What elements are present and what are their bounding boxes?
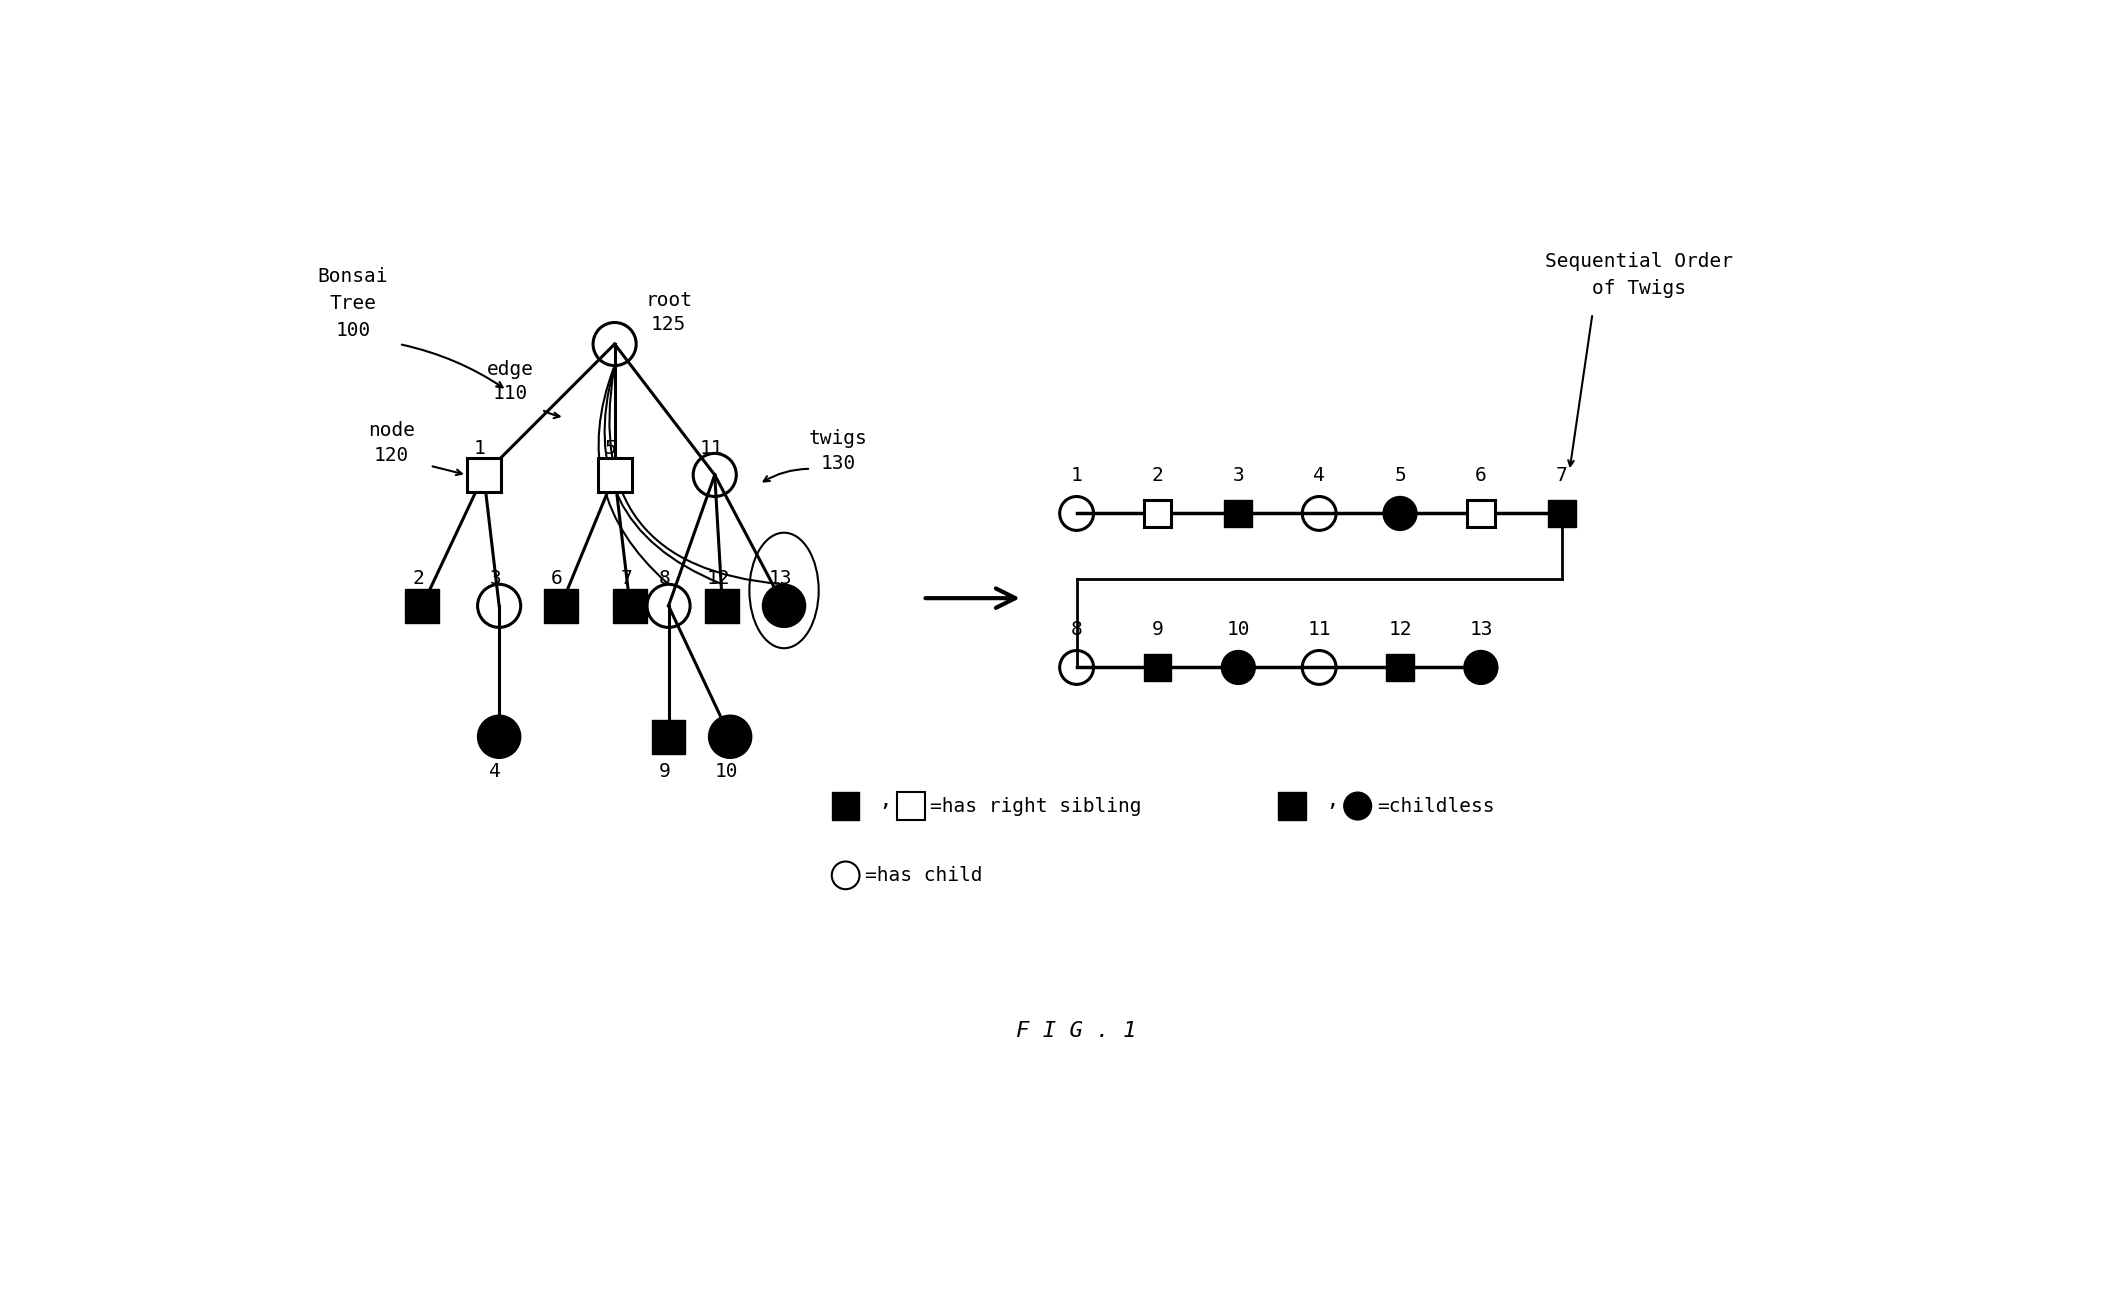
Text: 5: 5 <box>606 439 616 457</box>
Text: 1: 1 <box>1070 466 1083 486</box>
Text: twigs: twigs <box>808 429 866 448</box>
Circle shape <box>477 715 522 759</box>
Bar <box>705 589 740 623</box>
Circle shape <box>1464 650 1497 684</box>
Bar <box>1386 654 1413 681</box>
Text: Sequential Order: Sequential Order <box>1546 253 1733 271</box>
Text: 13: 13 <box>1470 620 1493 640</box>
Text: =has right sibling: =has right sibling <box>930 796 1142 816</box>
Text: =childless: =childless <box>1377 796 1495 816</box>
Text: F I G . 1: F I G . 1 <box>1016 1020 1138 1041</box>
Text: 2: 2 <box>412 570 425 588</box>
Bar <box>652 720 686 754</box>
Text: 1: 1 <box>473 439 486 457</box>
Bar <box>467 458 501 492</box>
Text: 11: 11 <box>698 439 723 457</box>
Text: 3: 3 <box>1232 466 1245 486</box>
Text: 12: 12 <box>1388 620 1411 640</box>
Text: node: node <box>368 421 414 440</box>
Bar <box>833 793 860 820</box>
Text: 10: 10 <box>1226 620 1249 640</box>
Bar <box>545 589 578 623</box>
Text: 8: 8 <box>1070 620 1083 640</box>
Bar <box>1224 500 1251 527</box>
Bar <box>597 458 631 492</box>
Text: 12: 12 <box>707 570 730 588</box>
Text: 5: 5 <box>1394 466 1407 486</box>
Text: edge: edge <box>488 360 534 379</box>
Circle shape <box>709 715 751 759</box>
Text: 10: 10 <box>715 761 738 781</box>
Text: Tree: Tree <box>330 294 376 313</box>
Bar <box>614 589 648 623</box>
Text: 11: 11 <box>1308 620 1331 640</box>
Bar <box>1468 500 1495 527</box>
Bar <box>1144 500 1171 527</box>
Text: ,: , <box>1314 790 1340 811</box>
Text: 125: 125 <box>652 315 686 334</box>
Bar <box>898 793 925 820</box>
Text: 100: 100 <box>334 321 370 341</box>
Text: ,: , <box>866 790 892 811</box>
Text: 3: 3 <box>490 570 501 588</box>
Text: 13: 13 <box>768 570 793 588</box>
Text: 2: 2 <box>1152 466 1163 486</box>
Text: 4: 4 <box>490 761 501 781</box>
Bar <box>1144 654 1171 681</box>
Text: 7: 7 <box>1556 466 1567 486</box>
Text: =has child: =has child <box>864 866 982 884</box>
Bar <box>1548 500 1575 527</box>
Text: of Twigs: of Twigs <box>1592 278 1687 298</box>
Bar <box>1279 793 1306 820</box>
Circle shape <box>1344 793 1371 820</box>
Circle shape <box>1384 496 1417 531</box>
Text: 9: 9 <box>658 761 671 781</box>
Text: 110: 110 <box>492 385 528 404</box>
Text: 4: 4 <box>1312 466 1325 486</box>
Text: root: root <box>646 290 692 310</box>
Text: 8: 8 <box>658 570 671 588</box>
Circle shape <box>763 584 805 627</box>
Text: 6: 6 <box>1474 466 1487 486</box>
Text: 9: 9 <box>1152 620 1163 640</box>
Text: Bonsai: Bonsai <box>318 268 389 286</box>
Text: 120: 120 <box>374 445 408 465</box>
Text: 130: 130 <box>820 453 856 473</box>
Circle shape <box>1222 650 1255 684</box>
Text: 7: 7 <box>620 570 633 588</box>
Bar <box>406 589 440 623</box>
Text: 6: 6 <box>551 570 564 588</box>
